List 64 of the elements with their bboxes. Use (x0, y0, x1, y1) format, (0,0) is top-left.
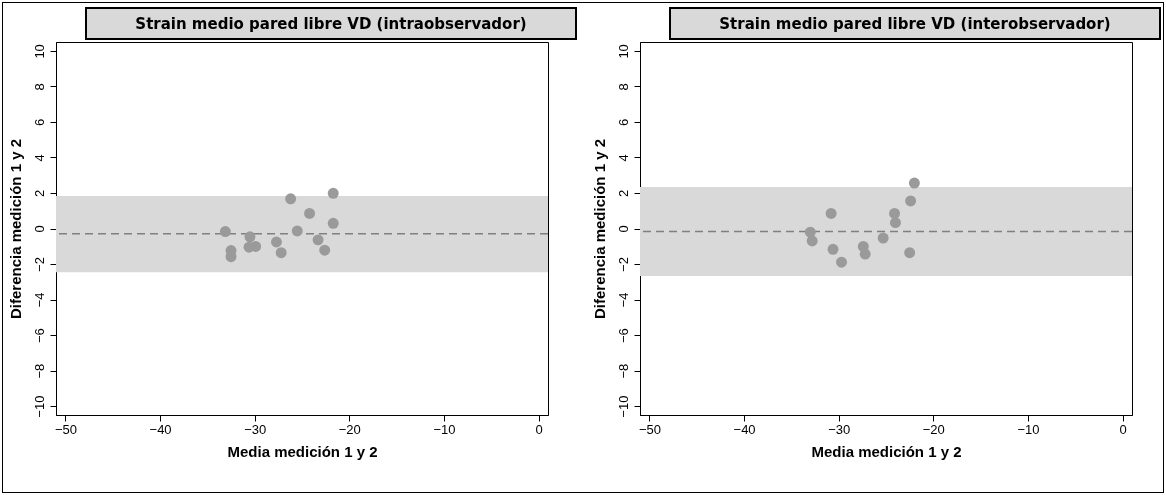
y-tick-label: 2 (615, 189, 631, 198)
chart-title: Strain medio pared libre VD (interobservador) (669, 7, 1161, 40)
point (304, 207, 316, 219)
y-tick-label: −10 (31, 395, 47, 418)
y-tick-label: −2 (615, 257, 631, 272)
y-tick-label: 4 (31, 154, 47, 162)
y-tick-label: −2 (31, 257, 47, 272)
point (250, 240, 262, 252)
x-tick-label: −50 (54, 421, 77, 437)
y-tick-label: 10 (615, 44, 631, 59)
point (836, 256, 848, 268)
x-tick-label: −10 (433, 421, 456, 437)
x-tick-label: −40 (733, 421, 756, 437)
point (889, 217, 901, 229)
point (825, 207, 837, 219)
point (908, 177, 920, 189)
point (319, 244, 331, 256)
y-tick-label: 8 (615, 83, 631, 91)
y-tick-label: 10 (31, 44, 47, 59)
y-tick-label: −10 (615, 395, 631, 418)
x-tick-label: −10 (1017, 421, 1040, 437)
y-tick-label: 6 (31, 118, 47, 127)
x-tick-label: −30 (244, 421, 267, 437)
point (905, 195, 917, 207)
y-tick-label: 2 (31, 189, 47, 198)
point (285, 193, 297, 205)
point (327, 217, 339, 229)
y-tick-label: −8 (31, 363, 47, 379)
y-tick-label: 8 (31, 83, 47, 91)
point (291, 225, 303, 237)
y-axis-title: Diferencia medición 1 y 2 (590, 138, 608, 320)
point (275, 247, 287, 259)
x-tick-label: −30 (828, 421, 851, 437)
point (889, 207, 900, 219)
point (270, 236, 282, 248)
y-tick-label: −6 (615, 328, 631, 343)
point (327, 187, 339, 199)
x-tick-label: −50 (638, 421, 661, 437)
y-tick-label: −8 (615, 363, 631, 379)
y-tick-label: −6 (31, 328, 47, 343)
x-tick-label: 0 (535, 421, 543, 437)
y-tick-label: 0 (615, 225, 631, 233)
point (244, 231, 256, 243)
y-tick-label: 6 (615, 118, 631, 127)
x-axis-title: Media medición 1 y 2 (227, 442, 378, 460)
y-tick-label: −4 (615, 292, 631, 308)
chart-title: Strain medio pared libre VD (intraobservador) (85, 7, 577, 40)
y-tick-label: 4 (615, 154, 631, 162)
point (804, 226, 816, 238)
point (312, 234, 324, 246)
point (859, 248, 871, 260)
y-axis-title: Diferencia medición 1 y 2 (6, 138, 24, 320)
x-tick-label: −20 (338, 421, 361, 437)
point (806, 235, 818, 247)
point (219, 226, 231, 237)
x-tick-label: −40 (149, 421, 172, 437)
x-axis-title: Media medición 1 y 2 (811, 442, 962, 460)
point (827, 243, 839, 255)
x-tick-label: −20 (922, 421, 945, 437)
y-tick-label: 0 (31, 225, 47, 233)
point (877, 232, 889, 244)
point (904, 247, 916, 259)
y-tick-label: −4 (31, 292, 47, 308)
x-tick-label: 0 (1119, 421, 1127, 437)
